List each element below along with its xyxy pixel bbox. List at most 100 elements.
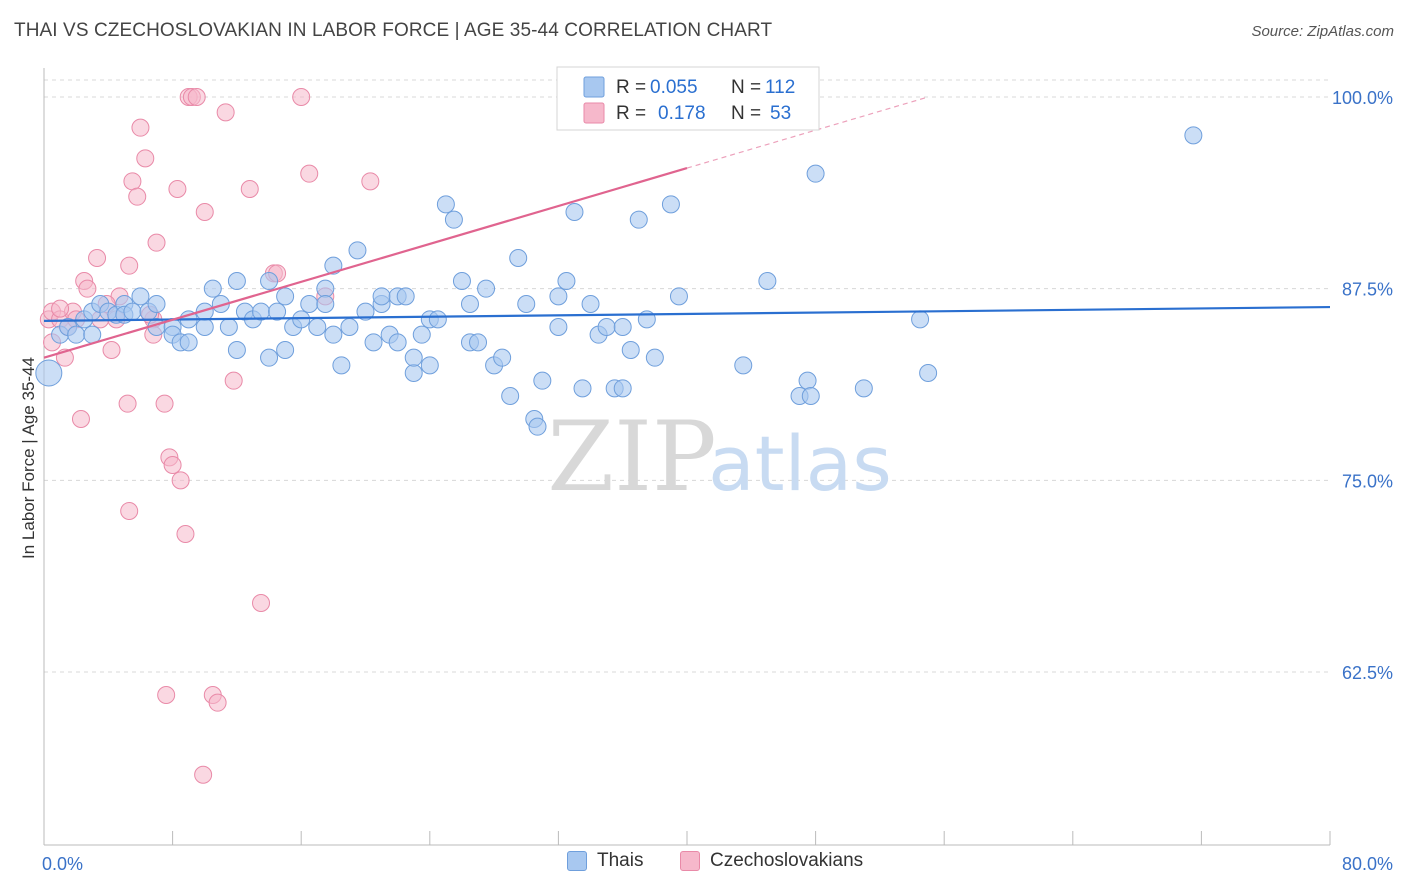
czech-point-30 xyxy=(171,471,190,490)
legend-thais-n: 112 xyxy=(765,77,795,98)
legend-czech-label: Czechoslovakians xyxy=(710,850,864,871)
thai-point-47 xyxy=(348,241,367,260)
czech-point-40 xyxy=(240,180,259,198)
legend-czech-n: 53 xyxy=(770,103,791,124)
thais-trend-line xyxy=(43,305,1331,322)
thai-point-13 xyxy=(131,287,150,306)
thai-point-80 xyxy=(565,203,584,221)
legend-r-label: R = xyxy=(616,77,646,98)
series-legend: Thais Czechoslovakians xyxy=(0,850,1406,880)
thai-point-68 xyxy=(477,279,496,298)
thai-point-49 xyxy=(364,333,383,352)
czech-point-37 xyxy=(208,693,227,712)
czech-point-35 xyxy=(195,203,214,221)
thai-point-28 xyxy=(227,272,246,290)
thai-point-21 xyxy=(179,333,198,352)
series-thais-points xyxy=(35,126,1203,436)
thai-point-79 xyxy=(557,272,576,290)
y-tick-label-3: 100.0% xyxy=(1332,88,1393,108)
thai-point-26 xyxy=(219,318,238,336)
thai-point-51 xyxy=(372,287,391,306)
thai-point-97 xyxy=(798,371,817,390)
czech-point-15 xyxy=(118,394,137,413)
chart-title: THAI VS CZECHOSLOVAKIAN IN LABOR FORCE |… xyxy=(14,20,773,41)
czech-point-21 xyxy=(136,149,155,168)
thai-point-62 xyxy=(436,195,455,214)
thai-point-48 xyxy=(356,302,375,321)
thai-point-81 xyxy=(573,379,592,398)
czech-point-31 xyxy=(176,525,195,543)
thai-point-76 xyxy=(533,371,552,390)
legend-czech-swatch xyxy=(583,102,605,124)
thai-point-72 xyxy=(509,249,528,267)
czech-point-16 xyxy=(120,502,139,520)
czech-point-12 xyxy=(102,341,121,359)
y-tick-labels: 62.5% 75.0% 87.5% 100.0% xyxy=(1332,88,1393,683)
legend-czech-r: 0.178 xyxy=(658,103,706,124)
czech-point-20 xyxy=(131,118,150,137)
legend-item-czechoslovakians[interactable]: Czechoslovakians xyxy=(680,850,863,872)
x-tick-label-end: 80.0% xyxy=(1342,854,1393,874)
thai-point-36 xyxy=(276,287,295,306)
thai-point-60 xyxy=(428,310,447,329)
thai-point-75 xyxy=(528,417,547,436)
thai-point-71 xyxy=(501,387,520,405)
y-tick-label-0: 62.5% xyxy=(1342,663,1393,683)
czech-point-38 xyxy=(216,103,235,122)
thai-point-39 xyxy=(300,295,319,313)
legend-thais-label: Thais xyxy=(597,850,644,871)
czech-point-49 xyxy=(71,410,90,428)
thai-point-88 xyxy=(621,341,640,359)
legend-n-label-2: N = xyxy=(731,103,761,124)
thai-point-100 xyxy=(854,379,873,398)
czech-point-10 xyxy=(88,249,107,267)
czech-point-48 xyxy=(194,765,213,784)
czech-point-19 xyxy=(128,187,147,206)
thai-point-45 xyxy=(332,356,351,375)
thai-point-95 xyxy=(758,272,777,290)
thai-point-24 xyxy=(203,279,222,298)
thai-point-89 xyxy=(629,210,648,229)
thai-point-38 xyxy=(292,310,311,329)
czech-point-17 xyxy=(120,256,139,275)
thai-point-57 xyxy=(404,348,423,367)
czech-point-25 xyxy=(155,394,174,413)
thai-point-65 xyxy=(460,295,479,313)
czech-point-47 xyxy=(361,172,380,191)
y-tick-label-1: 75.0% xyxy=(1342,471,1393,491)
thai-point-67 xyxy=(469,333,488,352)
legend-r-label-2: R = xyxy=(616,103,646,124)
legend-item-thais[interactable]: Thais xyxy=(567,850,643,872)
thai-point-35 xyxy=(276,341,295,359)
thai-point-46 xyxy=(340,318,359,336)
x-tick-label-start: 0.0% xyxy=(42,854,83,874)
chart-source: Source: ZipAtlas.com xyxy=(1251,23,1394,40)
thai-point-103 xyxy=(1184,126,1203,145)
y-tick-label-2: 87.5% xyxy=(1342,280,1393,300)
thai-point-101 xyxy=(911,310,930,329)
thai-point-15 xyxy=(147,295,166,313)
czech-point-24 xyxy=(147,233,166,252)
thai-point-94 xyxy=(734,356,753,375)
thai-point-12 xyxy=(123,302,142,321)
czech-point-29 xyxy=(168,180,187,198)
czech-point-26 xyxy=(157,686,176,704)
thai-point-32 xyxy=(260,348,279,367)
thai-point-64 xyxy=(452,272,471,290)
czech-point-41 xyxy=(252,594,271,612)
thai-point-63 xyxy=(444,210,463,229)
czech-point-45 xyxy=(300,164,319,183)
thai-point-0 xyxy=(35,359,63,387)
thai-point-53 xyxy=(388,333,407,352)
thai-point-3 xyxy=(67,325,86,344)
thai-point-86 xyxy=(613,318,632,336)
thai-point-40 xyxy=(308,318,327,336)
thai-point-78 xyxy=(549,318,568,336)
thai-point-56 xyxy=(404,364,423,382)
thai-point-58 xyxy=(412,325,431,344)
watermark-zip: ZIP xyxy=(547,401,716,513)
czech-trend-line xyxy=(43,167,688,359)
watermark-atlas: atlas xyxy=(708,419,892,508)
thai-point-43 xyxy=(324,256,343,275)
thai-point-34 xyxy=(268,302,287,321)
